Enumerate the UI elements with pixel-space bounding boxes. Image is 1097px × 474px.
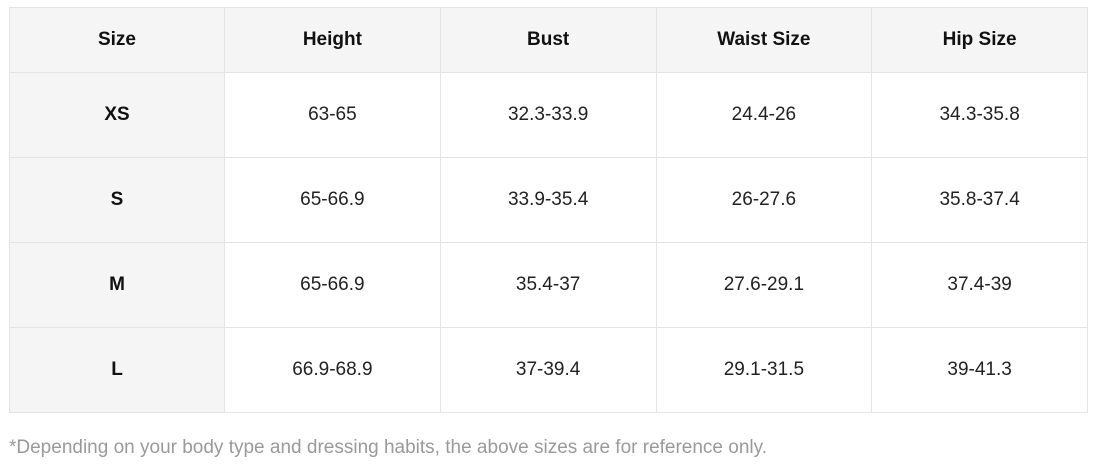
hip-cell: 39-41.3 <box>871 327 1088 413</box>
bust-cell: 35.4-37 <box>439 242 657 328</box>
header-height: Height <box>224 7 441 73</box>
table-row: XS 63-65 32.3-33.9 24.4-26 34.3-35.8 <box>9 72 1088 158</box>
header-bust: Bust <box>439 7 657 73</box>
height-cell: 63-65 <box>224 72 441 158</box>
size-cell: M <box>9 242 225 328</box>
hip-cell: 34.3-35.8 <box>871 72 1088 158</box>
waist-cell: 24.4-26 <box>655 72 873 158</box>
header-hip-size: Hip Size <box>871 7 1088 73</box>
header-size: Size <box>9 7 225 73</box>
height-cell: 66.9-68.9 <box>224 327 441 413</box>
waist-cell: 29.1-31.5 <box>655 327 873 413</box>
waist-cell: 26-27.6 <box>655 157 873 243</box>
table-body: XS 63-65 32.3-33.9 24.4-26 34.3-35.8 S 6… <box>9 72 1088 413</box>
table-row: M 65-66.9 35.4-37 27.6-29.1 37.4-39 <box>9 242 1088 328</box>
table-header: Size Height Bust Waist Size Hip Size <box>9 7 1088 73</box>
hip-cell: 35.8-37.4 <box>871 157 1088 243</box>
height-cell: 65-66.9 <box>224 157 441 243</box>
height-cell: 65-66.9 <box>224 242 441 328</box>
size-cell: XS <box>9 72 225 158</box>
bust-cell: 33.9-35.4 <box>439 157 657 243</box>
bust-cell: 37-39.4 <box>439 327 657 413</box>
table-row: L 66.9-68.9 37-39.4 29.1-31.5 39-41.3 <box>9 327 1088 413</box>
size-cell: S <box>9 157 225 243</box>
header-row: Size Height Bust Waist Size Hip Size <box>9 7 1088 73</box>
bust-cell: 32.3-33.9 <box>439 72 657 158</box>
size-cell: L <box>9 327 225 413</box>
waist-cell: 27.6-29.1 <box>655 242 873 328</box>
size-chart-table: Size Height Bust Waist Size Hip Size XS … <box>9 7 1088 413</box>
table-row: S 65-66.9 33.9-35.4 26-27.6 35.8-37.4 <box>9 157 1088 243</box>
header-waist-size: Waist Size <box>655 7 873 73</box>
hip-cell: 37.4-39 <box>871 242 1088 328</box>
size-disclaimer-footnote: *Depending on your body type and dressin… <box>9 437 768 458</box>
